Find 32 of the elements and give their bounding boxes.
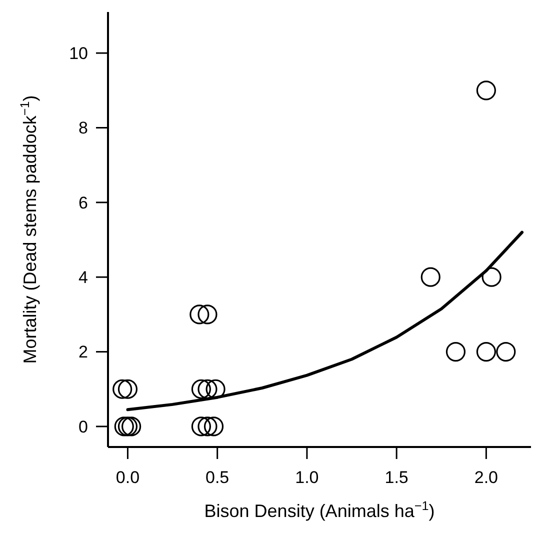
point (114, 416, 134, 436)
point (476, 80, 496, 100)
point (190, 304, 210, 324)
x-tick-label: 0.5 (206, 468, 230, 487)
y-tick-label: 6 (78, 193, 88, 212)
point (191, 379, 212, 399)
point (198, 379, 218, 399)
y-tick-label: 2 (78, 342, 88, 362)
x-tick-label: 2.0 (474, 468, 498, 487)
point (482, 267, 502, 287)
point (122, 416, 142, 436)
point (206, 379, 226, 399)
point (420, 267, 440, 287)
point (198, 416, 218, 436)
point (118, 416, 138, 436)
y-tick-label: 10 (69, 44, 88, 64)
x-tick-label: 0.0 (116, 468, 140, 487)
point (198, 304, 218, 324)
y-tick-label: 4 (78, 268, 88, 288)
x-tick-label: 1.5 (384, 468, 408, 487)
point (112, 379, 132, 399)
point (204, 416, 224, 436)
y-tick-label: 8 (78, 118, 88, 138)
x-tick-label: 1.0 (295, 468, 319, 487)
line-series (126, 230, 524, 412)
point (191, 416, 212, 436)
y-tick-label: 0 (78, 417, 88, 436)
point (446, 342, 466, 362)
x-axis-title: Bison Density (Animals ha$^{−1}$) (204, 499, 435, 521)
point (496, 342, 516, 362)
point (476, 342, 496, 362)
point (118, 379, 138, 399)
